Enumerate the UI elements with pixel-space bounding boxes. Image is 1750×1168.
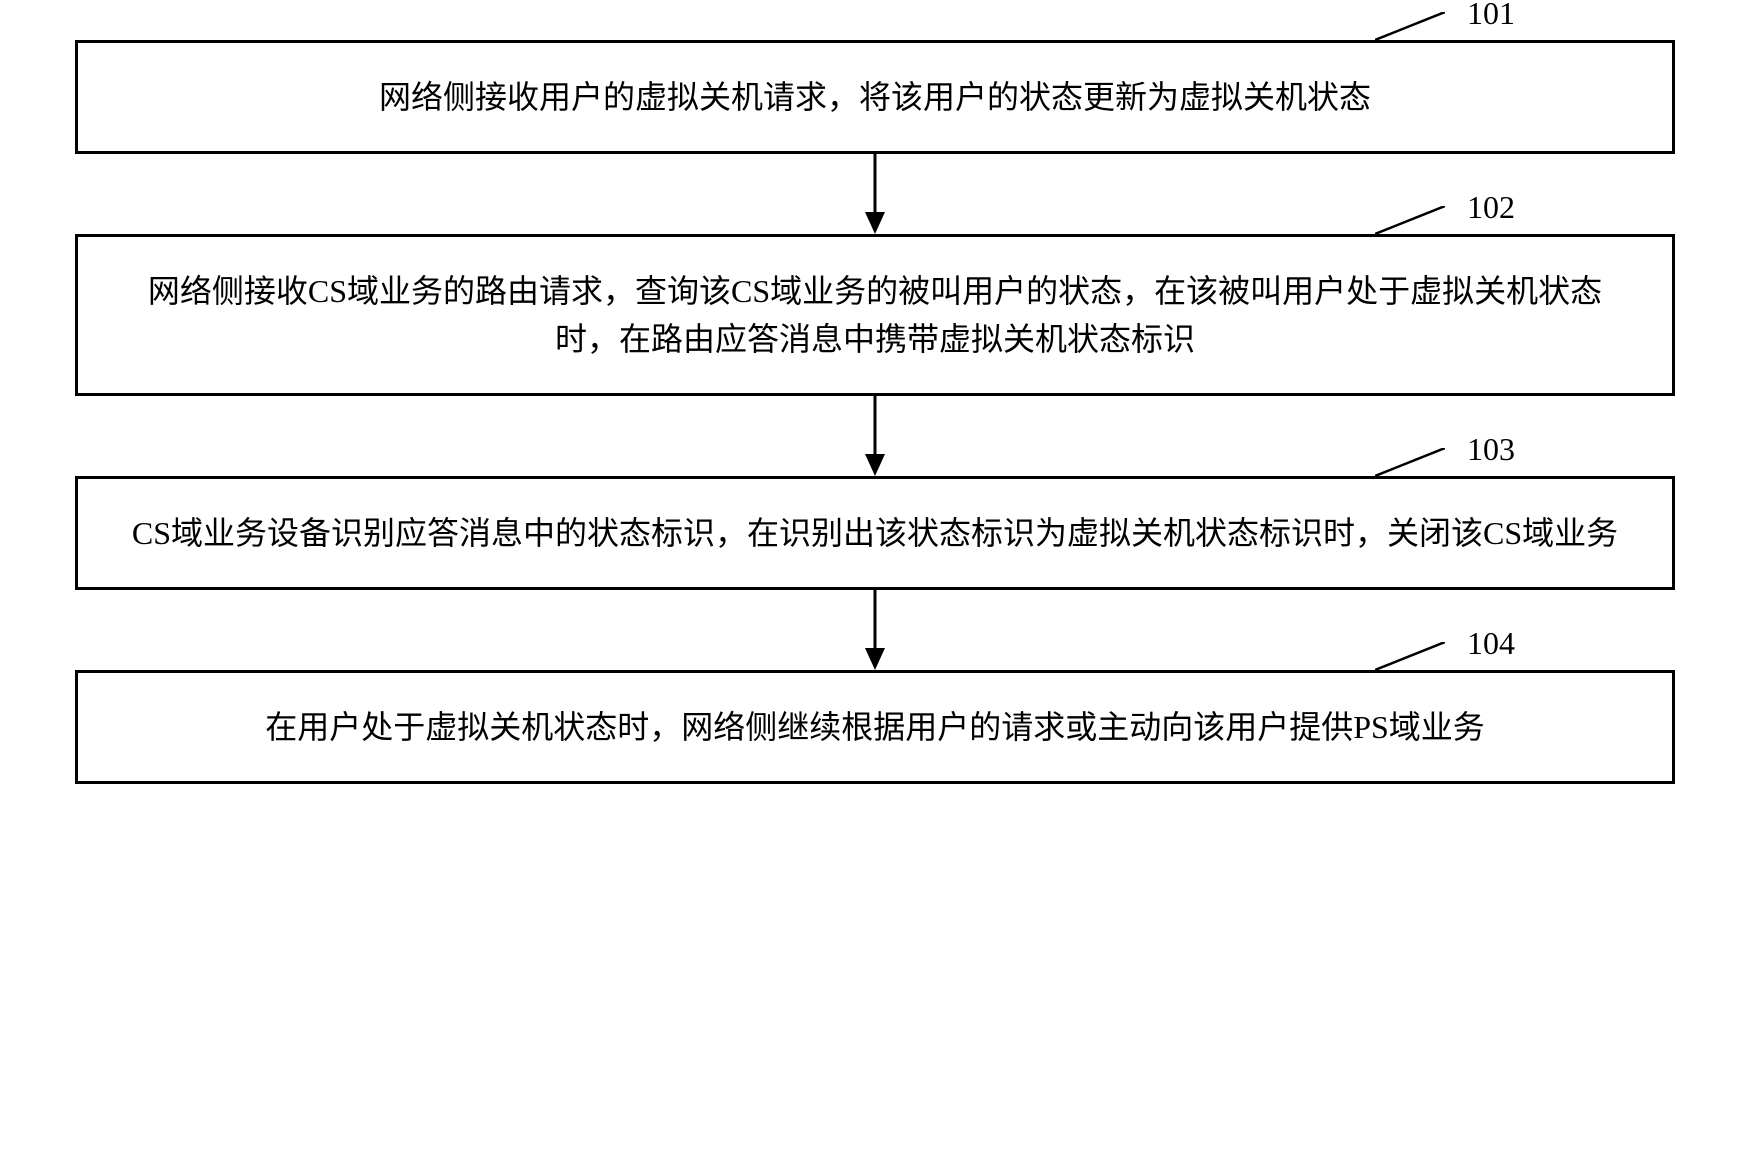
step-text-102: 网络侧接收CS域业务的路由请求，查询该CS域业务的被叫用户的状态，在该被叫用户处… — [118, 267, 1632, 363]
step-label-103: 103 — [1467, 431, 1515, 468]
step-wrapper-103: 103 CS域业务设备识别应答消息中的状态标识，在识别出该状态标识为虚拟关机状态… — [75, 476, 1675, 590]
step-box-102: 网络侧接收CS域业务的路由请求，查询该CS域业务的被叫用户的状态，在该被叫用户处… — [75, 234, 1675, 396]
arrow-2 — [860, 396, 890, 476]
leader-line-103 — [1375, 448, 1445, 476]
step-label-104: 104 — [1467, 625, 1515, 662]
step-wrapper-102: 102 网络侧接收CS域业务的路由请求，查询该CS域业务的被叫用户的状态，在该被… — [75, 234, 1675, 396]
step-box-101: 网络侧接收用户的虚拟关机请求，将该用户的状态更新为虚拟关机状态 — [75, 40, 1675, 154]
leader-line-102 — [1375, 206, 1445, 234]
arrow-3 — [860, 590, 890, 670]
step-wrapper-104: 104 在用户处于虚拟关机状态时，网络侧继续根据用户的请求或主动向该用户提供PS… — [75, 670, 1675, 784]
arrow-1 — [860, 154, 890, 234]
step-label-102: 102 — [1467, 189, 1515, 226]
step-label-101: 101 — [1467, 0, 1515, 32]
flowchart-container: 101 网络侧接收用户的虚拟关机请求，将该用户的状态更新为虚拟关机状态 102 … — [75, 40, 1675, 784]
leader-line-101 — [1375, 12, 1445, 40]
step-text-103: CS域业务设备识别应答消息中的状态标识，在识别出该状态标识为虚拟关机状态标识时，… — [118, 509, 1632, 557]
step-wrapper-101: 101 网络侧接收用户的虚拟关机请求，将该用户的状态更新为虚拟关机状态 — [75, 40, 1675, 154]
step-box-103: CS域业务设备识别应答消息中的状态标识，在识别出该状态标识为虚拟关机状态标识时，… — [75, 476, 1675, 590]
step-box-104: 在用户处于虚拟关机状态时，网络侧继续根据用户的请求或主动向该用户提供PS域业务 — [75, 670, 1675, 784]
leader-line-104 — [1375, 642, 1445, 670]
step-text-104: 在用户处于虚拟关机状态时，网络侧继续根据用户的请求或主动向该用户提供PS域业务 — [118, 703, 1632, 751]
step-text-101: 网络侧接收用户的虚拟关机请求，将该用户的状态更新为虚拟关机状态 — [118, 73, 1632, 121]
